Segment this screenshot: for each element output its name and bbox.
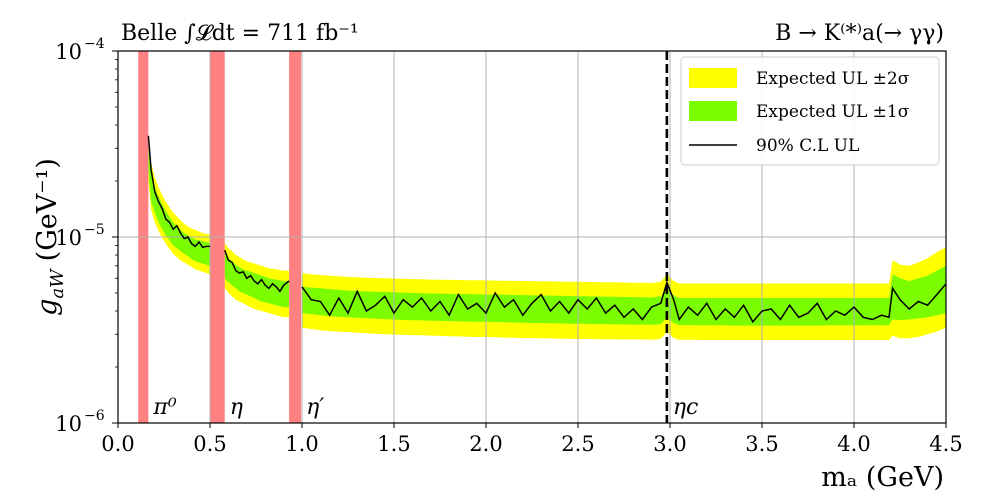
y-tick-exp-0: −6 bbox=[84, 408, 105, 424]
y-axis-label: gaW (GeV⁻¹) bbox=[32, 158, 68, 316]
legend-swatch-2sigma bbox=[689, 68, 737, 88]
veto-label-1: η bbox=[230, 395, 243, 420]
y-tick-exp-2: −4 bbox=[84, 36, 105, 52]
legend: Expected UL ±2σ Expected UL ±1σ 90% C.L … bbox=[680, 56, 940, 166]
x-tick-label-8: 4.0 bbox=[837, 432, 870, 456]
x-tick-label-0: 0.0 bbox=[101, 432, 134, 456]
x-tick-label-2: 1.0 bbox=[285, 432, 318, 456]
legend-label-1sigma: Expected UL ±1σ bbox=[756, 102, 910, 122]
observed-line-seg-2 bbox=[301, 280, 947, 324]
x-tick-label-3: 1.5 bbox=[377, 432, 410, 456]
observed-line-seg-1 bbox=[223, 249, 290, 293]
eta-c-label: ηc bbox=[673, 395, 699, 420]
x-tick-label-7: 3.5 bbox=[745, 432, 778, 456]
header-left: Belle ∫𝓛dt = 711 fb⁻¹ bbox=[121, 21, 359, 46]
veto-labels: π⁰ η η′ bbox=[152, 395, 324, 420]
x-axis-label: mₐ (GeV) bbox=[821, 462, 944, 493]
y-axis-label-subscript: aW bbox=[47, 268, 68, 299]
band-1sigma-seg-1 bbox=[224, 253, 290, 308]
veto-label-2: η′ bbox=[306, 395, 324, 420]
observed-limit bbox=[147, 135, 947, 324]
legend-swatch-1sigma bbox=[689, 101, 737, 121]
x-tick-label-5: 2.5 bbox=[561, 432, 594, 456]
x-tick-label-1: 0.5 bbox=[193, 432, 226, 456]
legend-label-observed: 90% C.L UL bbox=[756, 136, 859, 156]
band-1sigma-seg-2 bbox=[302, 265, 946, 326]
y-tick-label-1: 10 bbox=[55, 226, 82, 250]
y-tick-exp-1: −5 bbox=[84, 222, 105, 238]
y-axis-ticks: 10−610−510−4 bbox=[55, 36, 118, 436]
veto-label-0: π⁰ bbox=[152, 395, 176, 420]
y-axis-label-unit: (GeV⁻¹) bbox=[32, 158, 63, 261]
y-tick-label-0: 10 bbox=[55, 412, 82, 436]
x-tick-label-9: 4.5 bbox=[929, 432, 962, 456]
x-tick-label-6: 3.0 bbox=[653, 432, 686, 456]
observed-line-seg-0 bbox=[147, 135, 210, 249]
legend-label-2sigma: Expected UL ±2σ bbox=[756, 69, 910, 89]
x-axis-ticks: 0.0 0.5 1.0 1.5 2.0 2.5 3.0 3.5 4.0 4.5 bbox=[101, 423, 963, 456]
legend-box bbox=[680, 56, 940, 166]
grid-lines bbox=[118, 51, 946, 423]
y-axis-label-symbol: g bbox=[32, 299, 63, 316]
header-right: B → K⁽*⁾a(→ γγ) bbox=[775, 21, 944, 46]
x-tick-label-4: 2.0 bbox=[469, 432, 502, 456]
y-tick-label-2: 10 bbox=[55, 40, 82, 64]
expected-bands bbox=[148, 135, 946, 341]
